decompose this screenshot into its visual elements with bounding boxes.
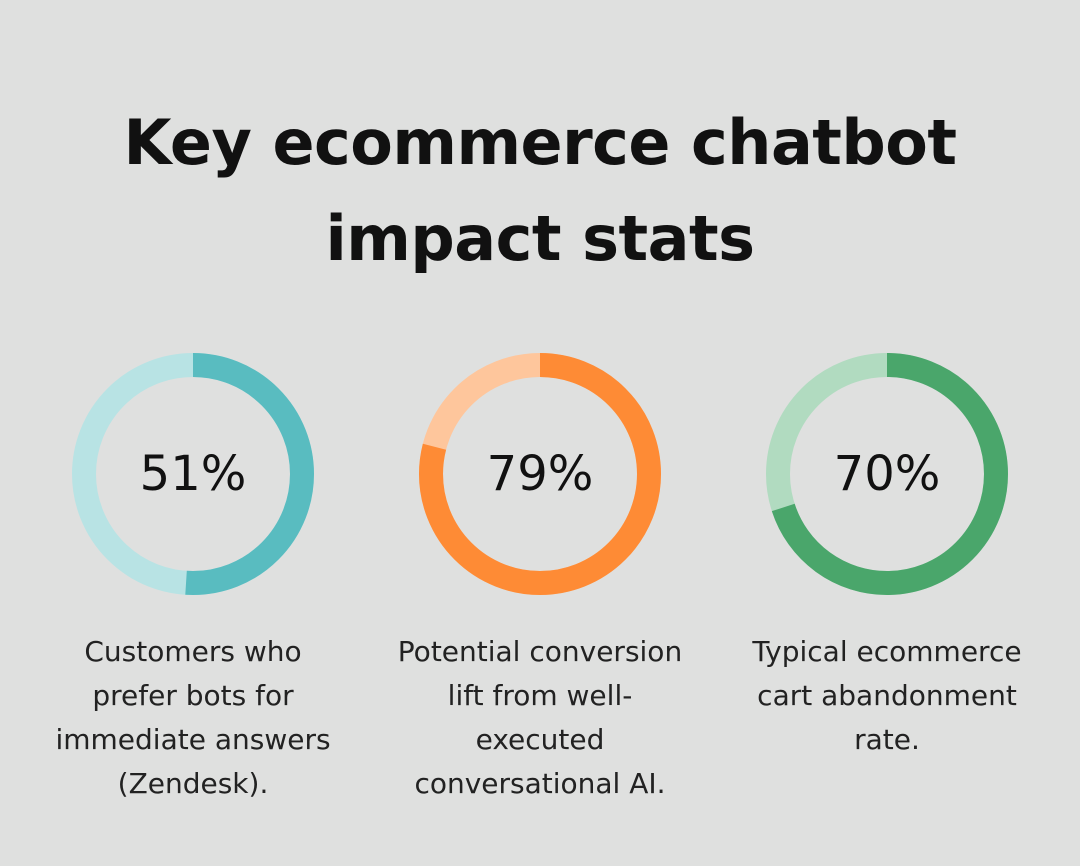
donut-value-label: 51% [140, 446, 247, 502]
caption-line: rate. [854, 723, 920, 756]
caption-line: executed [475, 723, 605, 756]
caption-line: prefer bots for [92, 679, 294, 712]
title-line: Key ecommerce chatbot [123, 106, 957, 179]
stat-caption: Potential conversion lift from well- exe… [390, 630, 690, 806]
stat-caption: Customers who prefer bots for immediate … [43, 630, 343, 806]
caption-line: immediate answers [55, 723, 331, 756]
stat-card: 79% Potential conversion lift from well-… [390, 352, 690, 800]
stat-card: 70% Typical ecommerce cart abandonment r… [737, 352, 1037, 756]
caption-line: (Zendesk). [117, 767, 269, 800]
caption-line: lift from well- [447, 679, 633, 712]
stat-card: 51% Customers who prefer bots for immedi… [43, 352, 343, 800]
caption-line: Typical ecommerce [752, 635, 1022, 668]
page-title: Key ecommerce chatbot impact stats [0, 95, 1080, 287]
caption-line: cart abandonment [757, 679, 1017, 712]
donut-value-arc [419, 353, 661, 595]
donut-chart: 79% [419, 353, 661, 595]
caption-line: conversational AI. [414, 767, 666, 800]
donut-value-arc [72, 353, 314, 595]
donut-chart: 51% [72, 353, 314, 595]
title-line: impact stats [325, 202, 755, 275]
donut-value-label: 79% [487, 446, 594, 502]
donut-value-label: 70% [834, 446, 941, 502]
donut-chart: 70% [766, 353, 1008, 595]
stat-caption: Typical ecommerce cart abandonment rate. [737, 630, 1037, 762]
caption-line: Customers who [84, 635, 302, 668]
caption-line: Potential conversion [397, 635, 683, 668]
donut-value-arc [766, 353, 1008, 595]
